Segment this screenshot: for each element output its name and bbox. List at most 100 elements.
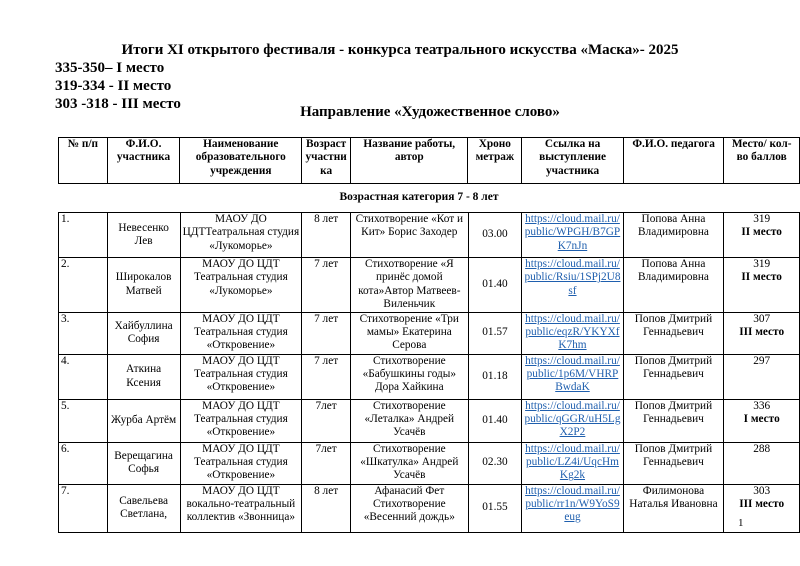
participant-age: 7 лет: [314, 312, 339, 325]
row-number: 2.: [61, 258, 70, 270]
header-table: № п/п Ф.И.О. участника Наименование обра…: [58, 137, 800, 184]
participant-age-cell: 7лет: [301, 398, 351, 443]
row-number-cell: 6.: [58, 441, 108, 485]
school-name-cell: МАОУ ДО ЦДТ Театральная студия «Лукоморь…: [179, 257, 303, 313]
participant-name: Широкалов Матвей: [115, 271, 172, 297]
work-title: Стихотворение «Три мамы» Екатерина Серов…: [359, 312, 459, 352]
participant-age-cell: 7 лет: [301, 311, 351, 355]
performance-link-cell: https://cloud.mail.ru/public/LZ4i/UqcHmK…: [521, 441, 624, 485]
place-score-cell: 336 I место: [723, 398, 800, 443]
place-label: I место: [743, 413, 780, 426]
place-score-cell: 319 II место: [723, 212, 800, 258]
performance-link[interactable]: https://cloud.mail.ru/public/rr1n/W9YoS9…: [525, 484, 620, 524]
table-row: 3. Хайбуллина София МАОУ ДО ЦДТ Театральна…: [58, 311, 800, 355]
score: 303: [753, 484, 771, 497]
performance-link-cell: https://cloud.mail.ru/public/WPGH/B7GPK7…: [521, 212, 624, 258]
teacher-name: Попов Дмитрий Геннадьевич: [634, 442, 713, 469]
table-row: 2. Широкалов Матвей МАОУ ДО ЦДТ Театральна…: [58, 257, 800, 313]
table-row: 7. Савельева Светлана, МАОУ ДО ЦДТ вокальн…: [58, 483, 800, 533]
teacher-name: Попов Дмитрий Геннадьевич: [634, 399, 713, 426]
duration-cell: 02.30: [467, 441, 523, 485]
duration-cell: 01.18: [467, 353, 523, 400]
row-number: 7.: [61, 484, 70, 497]
duration: 01.57: [482, 326, 508, 339]
col-age: Возраст участни ка: [301, 137, 352, 184]
work-title: Стихотворение «Шкатулка» Андрей Усачёв: [360, 442, 459, 482]
school-name-cell: МАОУ ДО ЦДТ вокально-театральный коллект…: [179, 483, 303, 533]
duration-cell: 01.40: [467, 257, 523, 313]
participant-age: 8 лет: [314, 484, 339, 497]
duration: 01.55: [482, 501, 508, 514]
teacher-name-cell: Попов Дмитрий Геннадьевич: [622, 441, 725, 485]
duration-cell: 03.00: [467, 212, 523, 258]
school-name-cell: МАОУ ДО ЦДТТеатральная студия «Лукоморье…: [179, 212, 303, 258]
performance-link[interactable]: https://cloud.mail.ru/public/1p6M/VHRPBw…: [525, 354, 620, 394]
work-title-cell: Стихотворение «Я принёс домой кота»Автор…: [350, 257, 469, 313]
row-number-cell: 4.: [58, 353, 108, 400]
duration: 01.40: [482, 278, 508, 291]
row-number-cell: 5.: [58, 398, 108, 443]
duration: 02.30: [482, 456, 508, 469]
teacher-name-cell: Филимонова Наталья Ивановна: [622, 483, 725, 533]
performance-link-cell: https://cloud.mail.ru/public/qGGR/uH5LgX…: [521, 398, 624, 443]
col-place: Место/ кол-во баллов: [723, 137, 800, 184]
performance-link[interactable]: https://cloud.mail.ru/public/qGGR/uH5LgX…: [524, 399, 621, 439]
participant-age: 7лет: [315, 442, 337, 455]
work-title-cell: Стихотворение «Бабушкины годы» Дора Хайк…: [350, 353, 469, 400]
performance-link-cell: https://cloud.mail.ru/public/rr1n/W9YoS9…: [521, 483, 624, 533]
work-title-cell: Афанасий Фет Стихотворение «Весенний дож…: [350, 483, 469, 533]
performance-link[interactable]: https://cloud.mail.ru/public/LZ4i/UqcHmK…: [525, 442, 620, 482]
participant-name-cell: Верещагина Софья: [106, 441, 181, 485]
duration-cell: 01.57: [467, 311, 523, 355]
teacher-name: Попов Дмитрий Геннадьевич: [634, 312, 713, 339]
score: 288: [753, 442, 771, 455]
performance-link[interactable]: https://cloud.mail.ru/public/Rsiu/1SPj2U…: [524, 258, 621, 297]
col-num: № п/п: [58, 137, 108, 184]
table-row: 6. Верещагина Софья МАОУ ДО ЦДТ Театральна…: [58, 441, 800, 485]
teacher-name: Филимонова Наталья Ивановна: [629, 484, 718, 511]
participant-name: Хайбуллина София: [114, 319, 173, 346]
row-number-cell: 7.: [58, 483, 108, 533]
direction-heading: Направление «Художественное слово»: [300, 104, 560, 120]
duration: 01.18: [482, 369, 508, 382]
work-title-cell: Стихотворение «Шкатулка» Андрей Усачёв: [350, 441, 469, 485]
row-number: 1.: [61, 213, 70, 226]
performance-link[interactable]: https://cloud.mail.ru/public/eqzR/YKYXfK…: [525, 312, 620, 352]
work-title: Стихотворение «Леталка» Андрей Усачёв: [364, 399, 455, 439]
participant-age-cell: 8 лет: [301, 483, 351, 533]
duration: 01.40: [482, 413, 508, 426]
work-title: Афанасий Фет Стихотворение «Весенний дож…: [363, 484, 455, 524]
participant-name: Журба Артём: [111, 413, 177, 426]
row-number: 5.: [61, 399, 70, 412]
school-name-cell: МАОУ ДО ЦДТ Театральная студия «Откровен…: [179, 353, 303, 400]
duration-cell: 01.55: [467, 483, 523, 533]
teacher-name: Попова Анна Владимировна: [638, 258, 709, 284]
participant-age-cell: 7 лет: [301, 353, 351, 400]
range-third: 303 -318 - III место: [55, 96, 181, 112]
score: 307: [753, 312, 771, 325]
duration: 03.00: [482, 228, 508, 241]
header-row: № п/п Ф.И.О. участника Наименование обра…: [58, 137, 800, 184]
participant-age: 7лет: [315, 399, 337, 412]
participant-age-cell: 7 лет: [301, 257, 351, 313]
performance-link-cell: https://cloud.mail.ru/public/1p6M/VHRPBw…: [521, 353, 624, 400]
place-score-cell: 307 III место: [723, 311, 800, 355]
participant-name: Невесенко Лев: [118, 221, 169, 247]
participant-name-cell: Невесенко Лев: [106, 212, 181, 258]
work-title-cell: Стихотворение «Кот и Кит» Борис Заходер: [350, 212, 469, 258]
participant-age-cell: 7лет: [301, 441, 351, 485]
participant-name-cell: Хайбуллина София: [106, 311, 181, 355]
score: 319: [753, 213, 771, 226]
participant-name: Аткина Ксения: [126, 363, 162, 389]
place-score-cell: 303 III место: [723, 483, 800, 533]
age-category: Возрастная категория 7 - 8 лет: [339, 191, 499, 203]
participant-age-cell: 8 лет: [301, 212, 351, 258]
range-first: 335-350– I место: [55, 60, 165, 76]
work-title: Стихотворение «Кот и Кит» Борис Заходер: [355, 213, 464, 239]
work-title: Стихотворение «Я принёс домой кота»Автор…: [358, 258, 461, 311]
place-score-cell: 319 II место: [723, 257, 800, 313]
col-time: Хроно метраж: [467, 137, 523, 184]
school-name: МАОУ ДО ЦДТ Театральная студия «Откровен…: [194, 399, 288, 439]
performance-link[interactable]: https://cloud.mail.ru/public/WPGH/B7GPK7…: [524, 213, 621, 252]
